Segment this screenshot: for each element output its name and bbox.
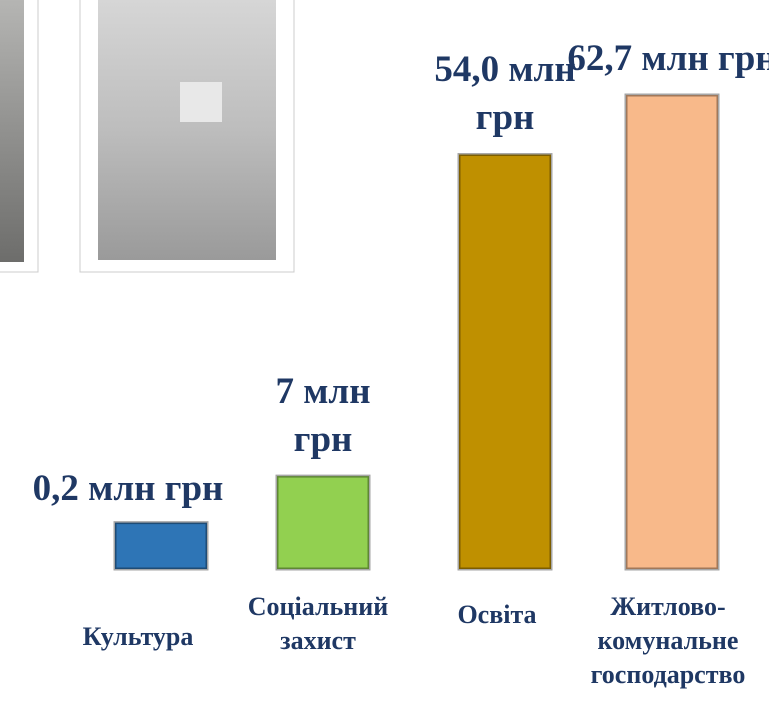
bar [457,153,553,571]
category-label: Житлово-комунальне господарство [590,592,746,689]
value-label: 54,0 млн грн [434,49,576,139]
category-label: Культура [82,622,194,651]
photo [0,0,39,273]
photo [79,0,295,273]
value-label: 0,2 млн грн [32,467,224,509]
value-label: 7 млн грн [275,370,371,461]
bar [113,521,209,571]
category-label: Освіта [457,600,537,629]
bar [624,93,720,571]
value-label: 62,7 млн грн [567,37,769,79]
category-label: Соціальний захист [247,592,389,655]
bar [275,474,371,571]
